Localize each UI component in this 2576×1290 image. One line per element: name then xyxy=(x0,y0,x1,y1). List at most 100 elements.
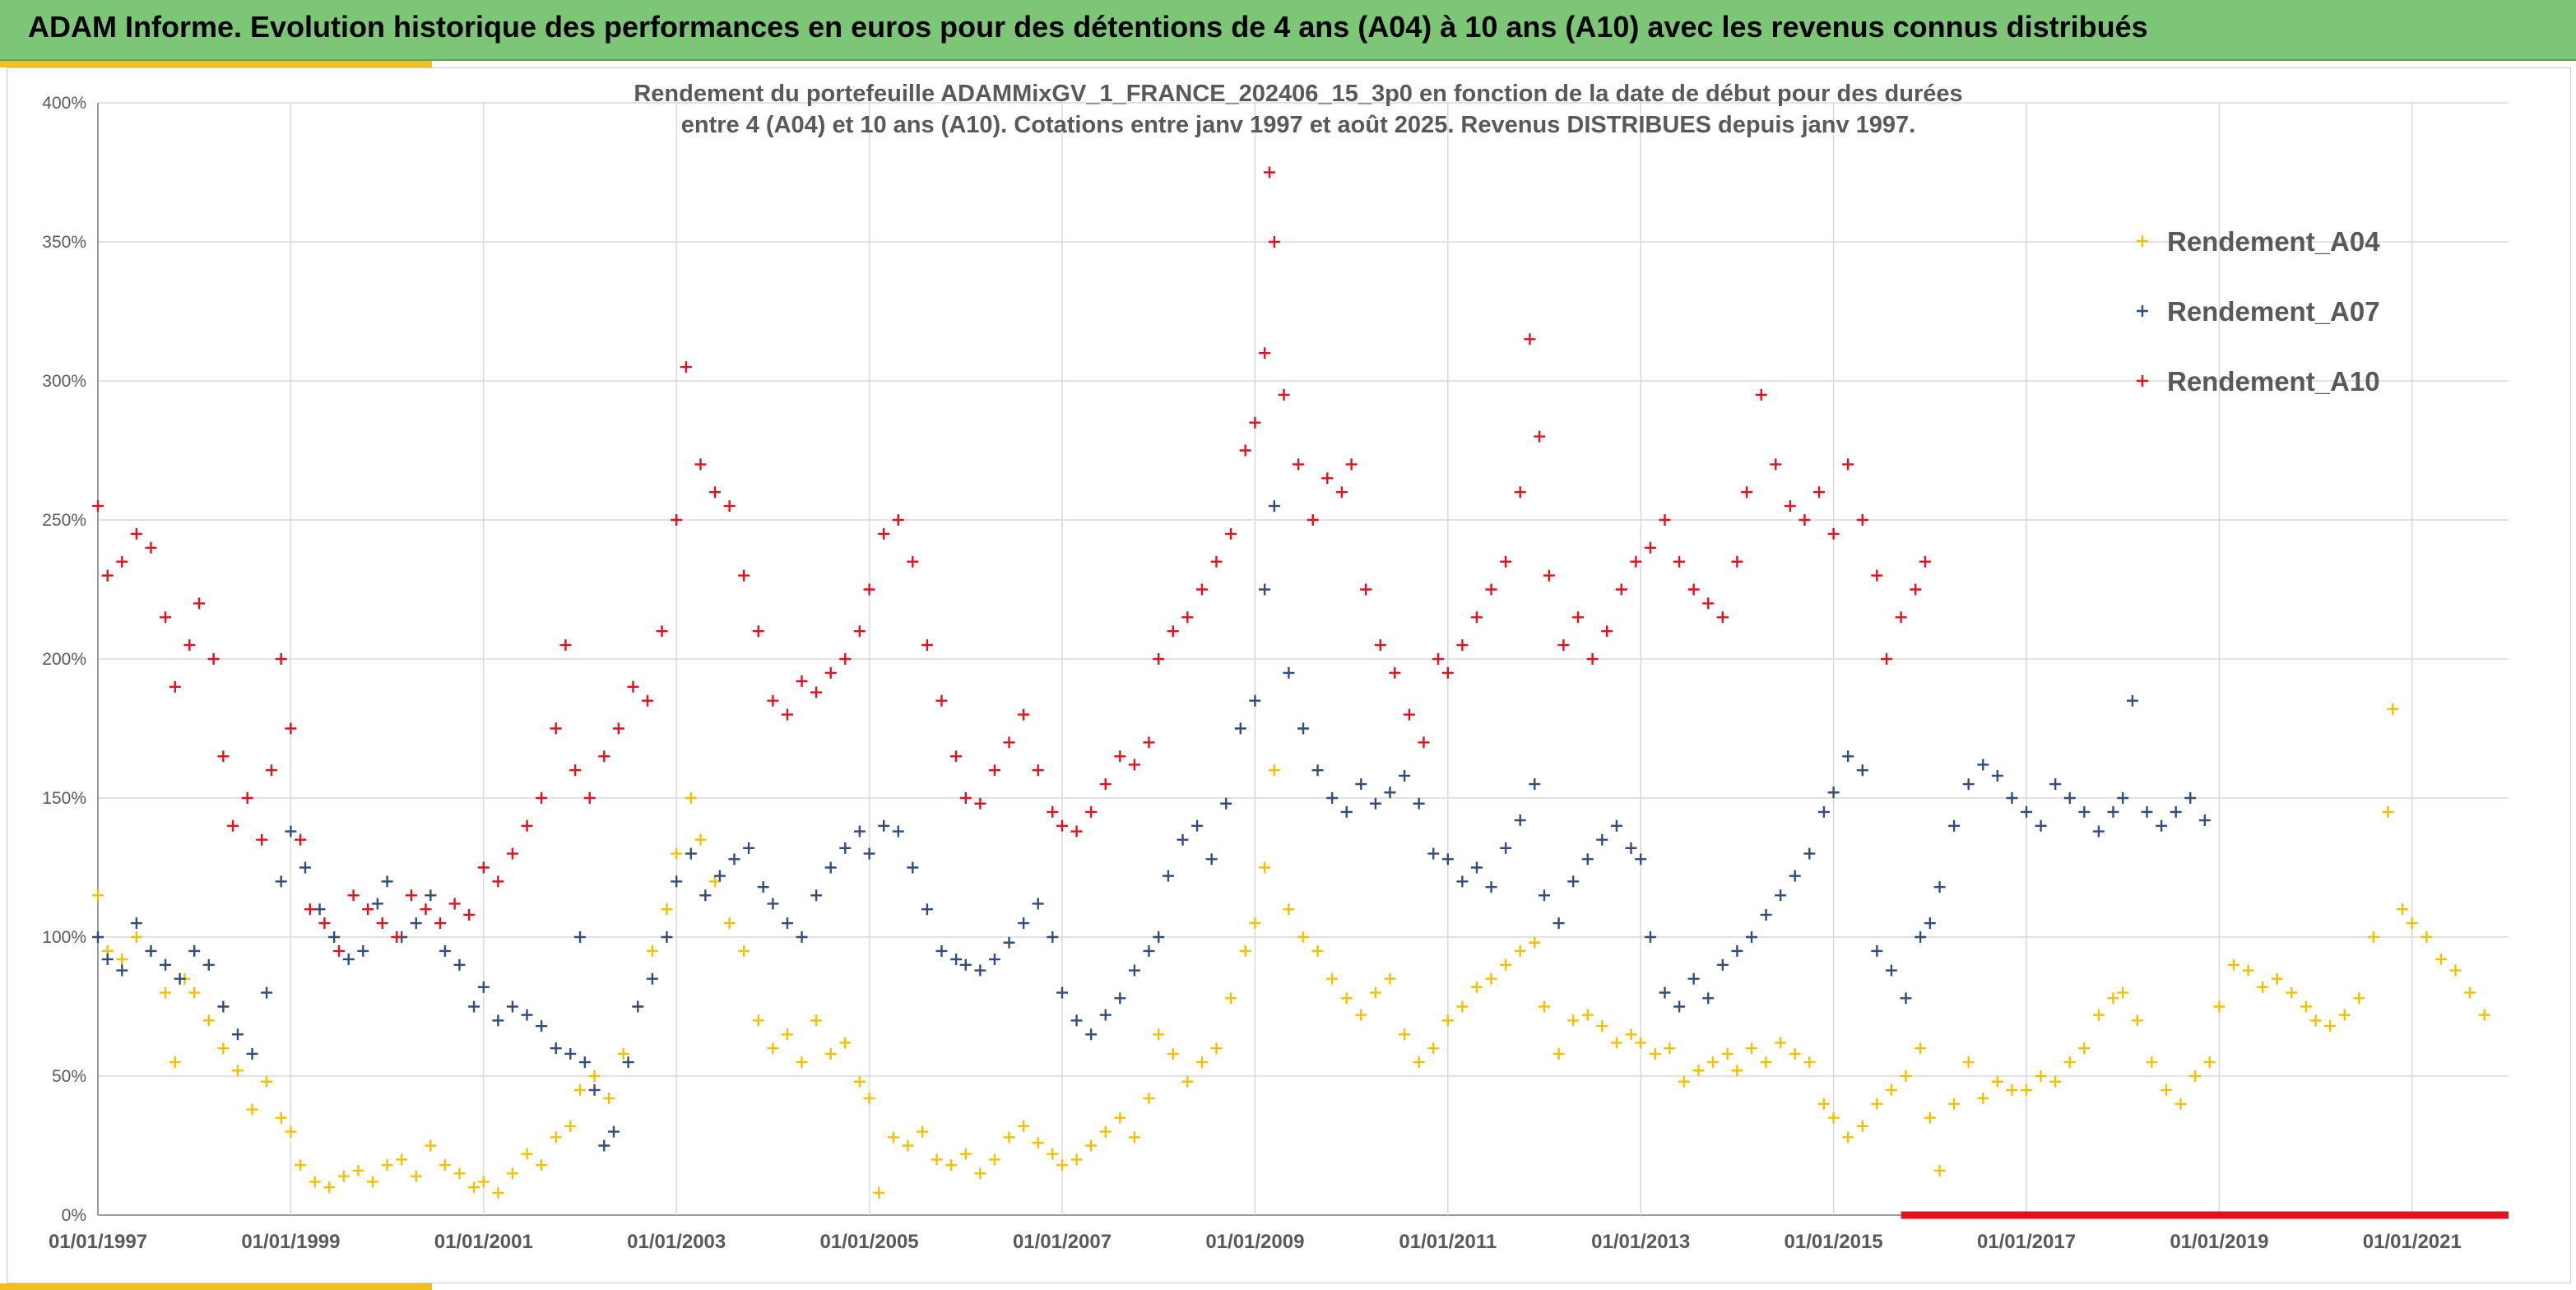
data-point xyxy=(935,944,948,957)
data-point xyxy=(468,1000,480,1013)
data-point xyxy=(169,1056,181,1069)
data-point xyxy=(1948,819,1961,832)
data-point xyxy=(839,653,852,665)
data-point xyxy=(275,653,287,665)
data-point xyxy=(588,1070,601,1082)
data-point xyxy=(410,1170,422,1182)
data-point xyxy=(796,931,808,943)
data-point xyxy=(1539,1000,1550,1013)
accent-bar-top xyxy=(0,61,432,67)
data-point xyxy=(521,1009,533,1021)
data-point xyxy=(2406,917,2418,930)
data-point xyxy=(299,861,311,874)
data-point xyxy=(824,861,837,874)
data-point xyxy=(588,1084,601,1096)
data-point xyxy=(1789,1047,1801,1060)
legend-marker xyxy=(2137,235,2148,247)
data-point xyxy=(1610,819,1622,832)
x-tick-label: 01/01/2007 xyxy=(1013,1231,1112,1253)
x-tick-label: 01/01/2001 xyxy=(434,1231,533,1253)
data-point xyxy=(988,954,1000,966)
data-point xyxy=(1018,708,1030,721)
data-point xyxy=(536,1020,548,1032)
data-point xyxy=(1360,583,1372,596)
data-point xyxy=(1553,917,1565,930)
data-point xyxy=(1297,722,1309,735)
data-point xyxy=(477,981,490,993)
data-point xyxy=(2421,931,2433,943)
data-point xyxy=(824,1047,837,1060)
data-point xyxy=(1817,1097,1830,1110)
data-point xyxy=(752,625,764,638)
data-point xyxy=(1441,853,1454,865)
data-point xyxy=(1369,986,1381,999)
data-point xyxy=(1003,736,1015,749)
data-point xyxy=(2078,805,2091,818)
data-point xyxy=(878,527,890,540)
y-tick-label: 0% xyxy=(62,1206,86,1225)
data-point xyxy=(396,1153,408,1166)
data-point xyxy=(1731,1065,1743,1077)
data-point xyxy=(564,1120,577,1132)
data-point xyxy=(1056,819,1068,832)
data-point xyxy=(1099,778,1112,791)
data-point xyxy=(974,797,986,810)
data-point xyxy=(1355,1009,1367,1021)
data-point xyxy=(2382,805,2394,818)
data-point xyxy=(671,514,683,526)
data-point xyxy=(1871,944,1883,957)
data-point xyxy=(536,792,548,804)
data-point xyxy=(1239,944,1251,957)
data-point xyxy=(2126,694,2138,707)
data-point xyxy=(1195,1056,1208,1069)
data-point xyxy=(685,792,697,804)
data-point xyxy=(559,639,572,652)
data-point xyxy=(627,680,639,693)
data-point xyxy=(1003,1131,1015,1144)
data-point xyxy=(1167,625,1179,638)
data-point xyxy=(1803,1056,1816,1069)
data-point xyxy=(1553,1047,1565,1060)
data-point xyxy=(130,527,142,540)
data-point xyxy=(318,917,331,930)
data-point xyxy=(796,1056,808,1069)
data-point xyxy=(1268,764,1280,777)
data-point xyxy=(1128,759,1140,771)
data-point xyxy=(2286,986,2298,999)
data-point xyxy=(2227,958,2239,971)
x-tick-label: 01/01/1997 xyxy=(49,1231,147,1253)
data-point xyxy=(824,666,837,679)
data-point xyxy=(275,875,287,888)
data-point xyxy=(342,954,355,966)
data-point xyxy=(1635,1037,1647,1049)
x-tick-label: 01/01/1999 xyxy=(241,1231,340,1253)
data-point xyxy=(1610,1037,1622,1049)
data-point xyxy=(1784,500,1796,513)
data-point xyxy=(752,1014,764,1027)
legend-marker xyxy=(2137,375,2148,387)
data-point xyxy=(2257,981,2269,993)
data-point xyxy=(1871,1097,1883,1110)
data-point xyxy=(723,500,736,513)
y-tick-label: 100% xyxy=(42,928,86,947)
data-point xyxy=(160,611,172,624)
data-point xyxy=(1441,666,1454,679)
grid xyxy=(97,102,2509,1216)
data-point xyxy=(188,944,201,957)
data-point xyxy=(1659,514,1671,526)
data-point xyxy=(2006,792,2018,804)
data-point xyxy=(863,1093,875,1105)
data-point xyxy=(959,792,972,804)
data-point xyxy=(410,917,422,930)
data-point xyxy=(1191,819,1204,832)
data-point xyxy=(728,853,740,865)
data-point xyxy=(1630,555,1642,568)
data-point xyxy=(2049,778,2062,791)
data-point xyxy=(1263,166,1275,179)
data-point xyxy=(2156,819,2168,832)
data-point xyxy=(578,1056,591,1069)
data-point xyxy=(1625,842,1637,854)
x-tick-label: 01/01/2015 xyxy=(1785,1231,1883,1253)
data-point xyxy=(959,958,972,971)
data-point xyxy=(2213,1000,2226,1013)
